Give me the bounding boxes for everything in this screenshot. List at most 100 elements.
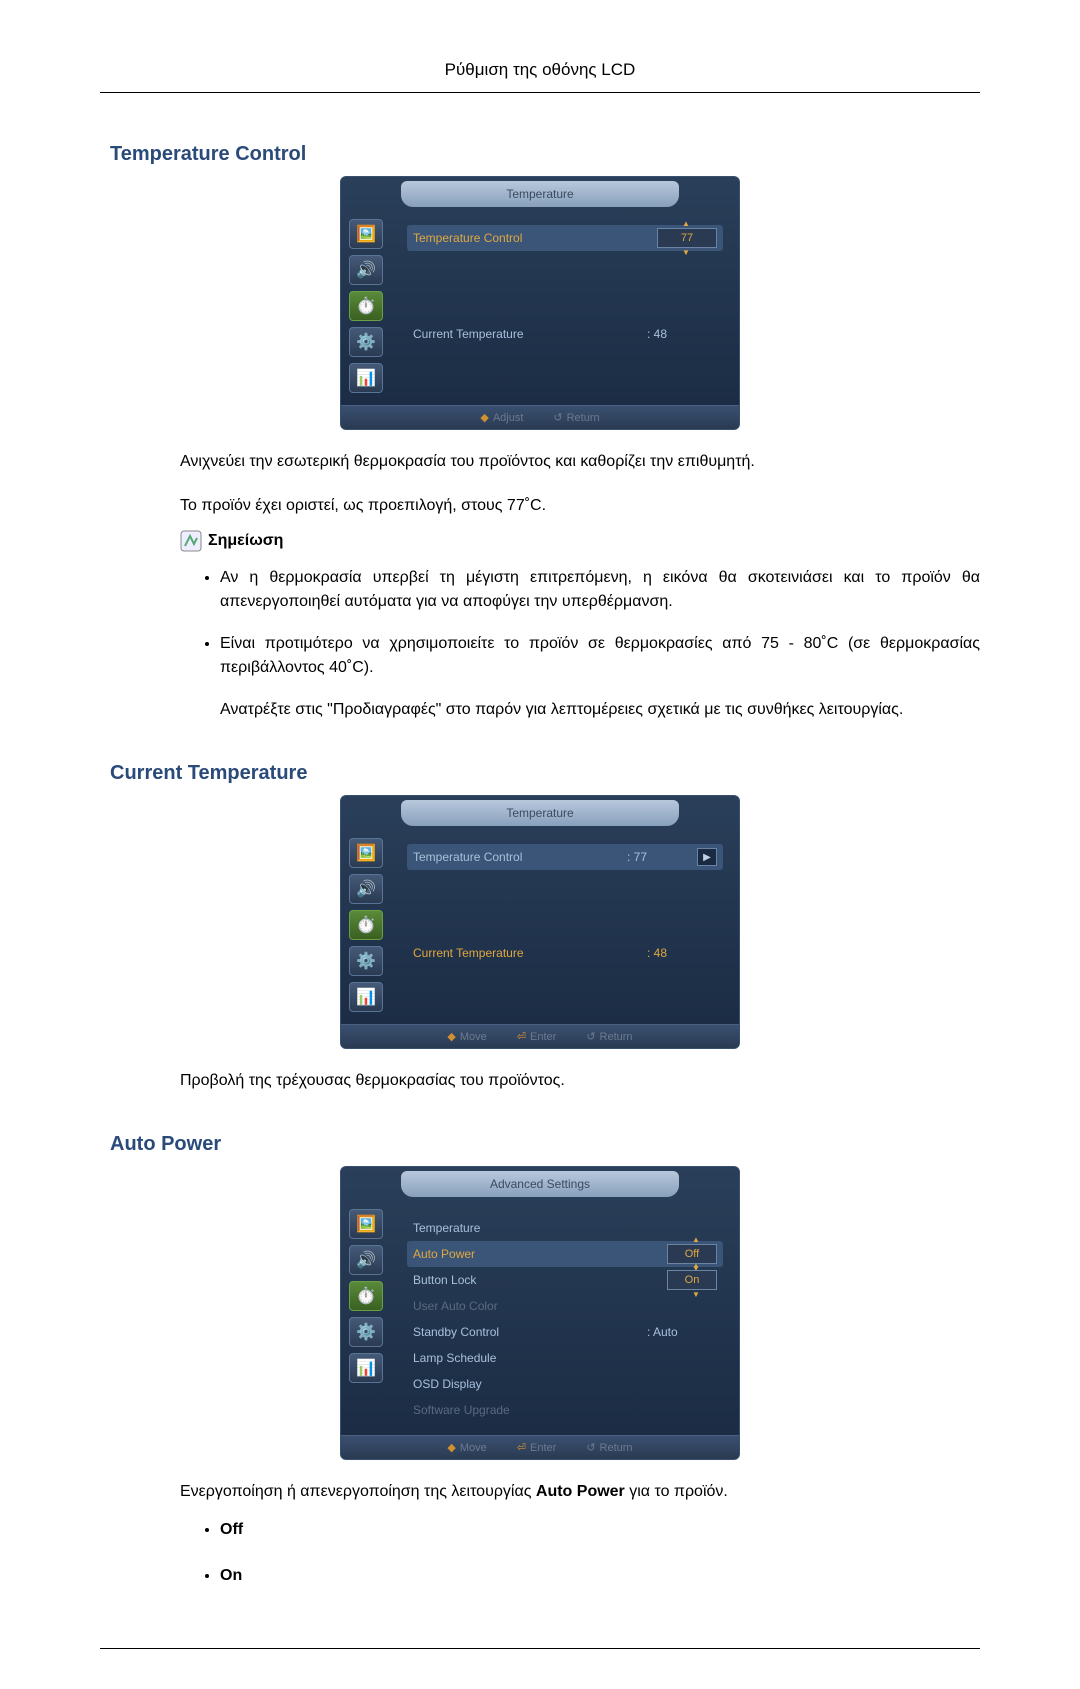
paragraph: Ανιχνεύει την εσωτερική θερμοκρασία του … [180, 450, 980, 474]
osd-spinbox: On [667, 1270, 717, 1290]
osd-row-current-temp: Current Temperature : 48 [407, 321, 723, 347]
osd-icon-multi: ⚙️ [349, 1317, 383, 1347]
osd-row: Button Lock On [407, 1267, 723, 1293]
osd-row: Software Upgrade [407, 1397, 723, 1423]
play-icon: ▶ [697, 848, 717, 866]
osd-row: Lamp Schedule [407, 1345, 723, 1371]
return-icon: ↺ [586, 1441, 595, 1454]
note-label: Σημείωση [208, 532, 283, 550]
osd-icon-setup: ⏱️ [349, 910, 383, 940]
section-title-current-temperature: Current Temperature [100, 762, 980, 785]
return-icon: ↺ [553, 411, 562, 424]
osd-label: Software Upgrade [413, 1403, 717, 1417]
bullet-text: Ανατρέξτε στις "Προδιαγραφές" στο παρόν … [220, 698, 980, 722]
paragraph: Προβολή της τρέχουσας θερμοκρασίας του π… [180, 1069, 980, 1093]
osd-value: : 77 [627, 850, 697, 864]
bullet-text: Είναι προτιμότερο να χρησιμοποιείτε το π… [220, 632, 980, 680]
osd-sidebar: 🖼️ 🔊 ⏱️ ⚙️ 📊 [349, 215, 389, 397]
osd-value: : 48 [647, 327, 717, 341]
osd-row-auto-power: Auto Power Off [407, 1241, 723, 1267]
osd-label: Auto Power [413, 1247, 667, 1261]
bullet-list-options: Off On [200, 1518, 980, 1588]
osd-label: Standby Control [413, 1325, 647, 1339]
move-icon: ◆ [447, 1441, 455, 1454]
note-line: Σημείωση [180, 530, 980, 552]
osd-icon-sound: 🔊 [349, 874, 383, 904]
bullet-item-on: On [220, 1564, 980, 1588]
paragraph: Ενεργοποίηση ή απενεργοποίηση της λειτου… [180, 1480, 980, 1504]
osd-footer-adjust: Adjust [493, 412, 524, 424]
return-icon: ↺ [586, 1030, 595, 1043]
osd-sidebar: 🖼️ 🔊 ⏱️ ⚙️ 📊 [349, 1205, 389, 1427]
paragraph: Το προϊόν έχει οριστεί, ως προεπιλογή, σ… [180, 494, 980, 518]
bullet-item-off: Off [220, 1518, 980, 1542]
osd-spinbox: 77 [657, 228, 717, 248]
osd-footer: ◆ Move ⏎ Enter ↺ Return [341, 1435, 739, 1459]
page: Ρύθμιση της οθόνης LCD Temperature Contr… [0, 0, 1080, 1689]
osd-label: Button Lock [413, 1273, 667, 1287]
osd-row: Standby Control : Auto [407, 1319, 723, 1345]
bullet-item: Αν η θερμοκρασία υπερβεί τη μέγιστη επιτ… [220, 566, 980, 614]
osd-screenshot-current-temperature: Temperature 🖼️ 🔊 ⏱️ ⚙️ 📊 Temperature Con… [100, 795, 980, 1049]
osd-label: Current Temperature [413, 946, 647, 960]
osd-label: Temperature [413, 1221, 717, 1235]
osd-icon-sound: 🔊 [349, 1245, 383, 1275]
osd-label: User Auto Color [413, 1299, 717, 1313]
osd-footer: ◆ Move ⏎ Enter ↺ Return [341, 1024, 739, 1048]
osd-icon-picture: 🖼️ [349, 219, 383, 249]
osd-footer-return: Return [600, 1442, 633, 1454]
osd-icon-input: 📊 [349, 982, 383, 1012]
text: Ενεργοποίηση ή απενεργοποίηση της λειτου… [180, 1483, 536, 1500]
osd-value: : Auto [647, 1325, 717, 1339]
bullet-list: Αν η θερμοκρασία υπερβεί τη μέγιστη επιτ… [200, 566, 980, 722]
osd-label: Lamp Schedule [413, 1351, 717, 1365]
osd-row-temp-control: Temperature Control 77 [407, 225, 723, 251]
bullet-item: Είναι προτιμότερο να χρησιμοποιείτε το π… [220, 632, 980, 722]
osd-label: OSD Display [413, 1377, 717, 1391]
osd-title: Temperature [401, 181, 679, 207]
osd-footer-return: Return [600, 1031, 633, 1043]
text: για το προϊόν. [625, 1483, 728, 1500]
osd-icon-setup: ⏱️ [349, 291, 383, 321]
footer-rule [100, 1648, 980, 1649]
osd-footer: ◆ Adjust ↺ Return [341, 405, 739, 429]
osd-icon-sound: 🔊 [349, 255, 383, 285]
osd-footer-enter: Enter [530, 1442, 556, 1454]
osd-icon-setup: ⏱️ [349, 1281, 383, 1311]
osd-footer-enter: Enter [530, 1031, 556, 1043]
osd-label: Temperature Control [413, 231, 657, 245]
osd-screenshot-temperature-control: Temperature 🖼️ 🔊 ⏱️ ⚙️ 📊 Temperature Con… [100, 176, 980, 430]
osd-footer-move: Move [460, 1442, 487, 1454]
page-header: Ρύθμιση της οθόνης LCD [100, 60, 980, 92]
osd-icon-input: 📊 [349, 1353, 383, 1383]
osd-label: Temperature Control [413, 850, 627, 864]
section-title-temperature-control: Temperature Control [100, 143, 980, 166]
osd-panel: Temperature 🖼️ 🔊 ⏱️ ⚙️ 📊 Temperature Con… [340, 795, 740, 1049]
osd-icon-input: 📊 [349, 363, 383, 393]
osd-sidebar: 🖼️ 🔊 ⏱️ ⚙️ 📊 [349, 834, 389, 1016]
osd-value: : 48 [647, 946, 717, 960]
header-rule [100, 92, 980, 93]
section-title-auto-power: Auto Power [100, 1133, 980, 1156]
osd-icon-multi: ⚙️ [349, 946, 383, 976]
osd-row: OSD Display [407, 1371, 723, 1397]
osd-row: User Auto Color [407, 1293, 723, 1319]
osd-footer-move: Move [460, 1031, 487, 1043]
adjust-icon: ◆ [480, 411, 488, 424]
note-icon [180, 530, 202, 552]
osd-panel: Advanced Settings 🖼️ 🔊 ⏱️ ⚙️ 📊 Temperatu… [340, 1166, 740, 1460]
enter-icon: ⏎ [517, 1441, 526, 1454]
osd-screenshot-auto-power: Advanced Settings 🖼️ 🔊 ⏱️ ⚙️ 📊 Temperatu… [100, 1166, 980, 1460]
osd-icon-picture: 🖼️ [349, 1209, 383, 1239]
enter-icon: ⏎ [517, 1030, 526, 1043]
osd-title: Temperature [401, 800, 679, 826]
osd-row: Temperature [407, 1215, 723, 1241]
text-bold: Auto Power [536, 1483, 625, 1500]
osd-footer-return: Return [567, 412, 600, 424]
move-icon: ◆ [447, 1030, 455, 1043]
osd-title: Advanced Settings [401, 1171, 679, 1197]
osd-label: Current Temperature [413, 327, 647, 341]
osd-panel: Temperature 🖼️ 🔊 ⏱️ ⚙️ 📊 Temperature Con… [340, 176, 740, 430]
osd-row-temp-control: Temperature Control : 77 ▶ [407, 844, 723, 870]
osd-icon-picture: 🖼️ [349, 838, 383, 868]
